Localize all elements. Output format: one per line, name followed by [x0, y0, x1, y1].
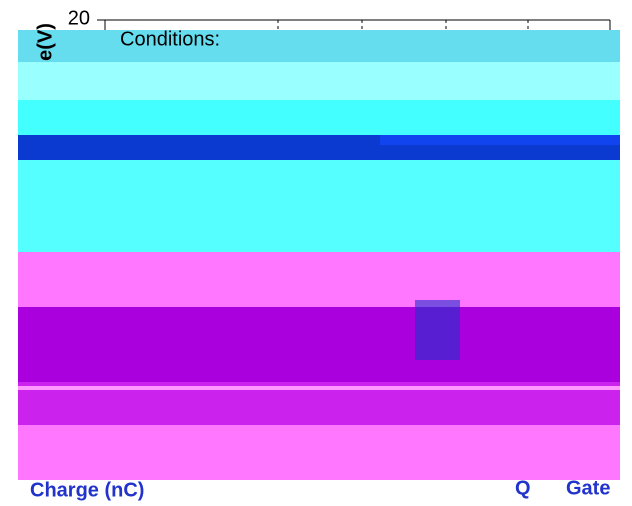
band — [18, 62, 620, 100]
band — [18, 30, 620, 62]
x-axis-label: Charge (nC) — [30, 479, 144, 501]
plot-frame — [97, 19, 611, 30]
x-axis-symbol: Q — [515, 477, 531, 499]
band — [18, 425, 620, 480]
band — [18, 307, 620, 382]
annotation: Conditions: — [120, 28, 220, 50]
y-tick-label: 20 — [68, 7, 90, 29]
band — [18, 100, 620, 135]
x-axis-label: Gate — [566, 477, 610, 499]
band — [18, 252, 620, 307]
y-axis-label: e(V) — [34, 23, 56, 61]
artifact — [380, 135, 620, 145]
band — [18, 160, 620, 252]
artifact — [415, 300, 460, 360]
glitch-bands — [18, 30, 620, 480]
band — [18, 386, 620, 390]
